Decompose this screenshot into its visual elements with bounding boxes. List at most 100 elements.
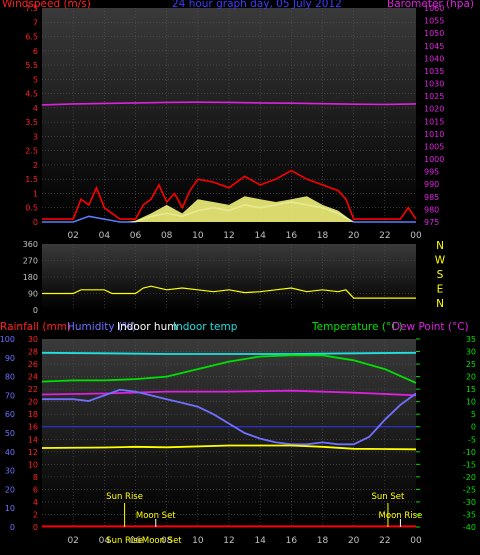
temperature-tick: 5 [471, 410, 476, 419]
temperature-tick: -15 [463, 460, 476, 469]
barometer-tick: 1055 [424, 17, 444, 26]
hour-tick-label: 06 [130, 231, 142, 241]
solar-area [42, 196, 416, 222]
humidity-scale-tick: 22 [28, 385, 38, 394]
hour-tick-label: 04 [99, 536, 111, 546]
barometer-tick: 1025 [424, 92, 444, 101]
wind-baro-series [41, 101, 417, 223]
indoor-hum-label: Indoor hum [117, 321, 177, 333]
hour-tick-label: 10 [192, 536, 204, 546]
wind-gust-line [42, 169, 417, 220]
humidity-scale-tick: 30 [28, 335, 38, 344]
humidity-scale-tick: 20 [28, 398, 38, 407]
barometer-tick: 985 [424, 193, 439, 202]
windspeed-tick: 7 [33, 18, 38, 27]
compass-label: W [435, 255, 446, 267]
rainfall-tick: 100 [0, 335, 15, 344]
direction-tick: 90 [28, 290, 38, 299]
windspeed-tick: 0 [33, 218, 38, 227]
barometer-tick-labels: 975 980 985 990 995 1000 1005 1010 1015 1020 1025 1… [424, 4, 444, 227]
windspeed-tick: 2 [33, 161, 38, 170]
rainfall-tick: 20 [5, 485, 15, 494]
windspeed-tick: 5.5 [25, 61, 38, 70]
rainfall-tick: 80 [5, 373, 15, 382]
humidity-scale-tick: 24 [28, 373, 38, 382]
indoor-temp-label: Indoor temp [173, 321, 238, 333]
barometer-tick: 1005 [424, 142, 444, 151]
compass-label: N [436, 298, 444, 310]
humidity-scale-tick: 28 [28, 348, 38, 357]
windspeed-tick: 4.5 [25, 90, 38, 99]
barometer-tick: 1030 [424, 80, 444, 89]
temperature-tick: 20 [466, 373, 476, 382]
barometer-tick: 1020 [424, 105, 444, 114]
direction-tick: 270 [23, 257, 38, 266]
wind-direction-line [42, 285, 416, 299]
temperature-line [41, 354, 417, 384]
barometer-tick: 1035 [424, 67, 444, 76]
humidity-scale-tick: 26 [28, 360, 38, 369]
temperature-tick: 10 [466, 398, 476, 407]
hour-tick-label: 04 [99, 231, 111, 241]
windspeed-tick: 5 [33, 75, 38, 84]
barometer-tick: 1045 [424, 42, 444, 51]
rainfall-tick: 90 [5, 354, 15, 363]
barometer-tick: 975 [424, 218, 439, 227]
humidity-line [42, 388, 417, 446]
sun-moon-markers: Sun Rise Sun Set Moon Set Moon Rise [106, 492, 422, 527]
barometer-tick: 1010 [424, 130, 444, 139]
windspeed-tick: 1 [33, 189, 38, 198]
hour-tick-label: 00 [410, 536, 422, 546]
wind-direction-grid [42, 244, 416, 310]
rainfall-tick: 50 [5, 429, 15, 438]
humidity-scale-tick: 10 [28, 460, 38, 469]
temp-hum-grid [42, 339, 416, 527]
hour-tick-label: 02 [67, 536, 78, 546]
rainfall-tick: 70 [5, 391, 15, 400]
rainfall-axis-label: Rainfall (mm) [0, 321, 71, 333]
moon-set-axis-label: Moon Set [142, 536, 182, 546]
hour-tick-label: 20 [348, 536, 360, 546]
hour-tick-label: 22 [379, 536, 390, 546]
hour-tick-label: 12 [223, 536, 234, 546]
barometer-tick: 995 [424, 168, 439, 177]
barometer-tick: 1040 [424, 54, 444, 63]
temperature-tick-labels: -40 -35 -30 -25 -20 -15 -10 -5 0 5 10 15 20 25 30 35 [416, 335, 476, 532]
windspeed-tick: 7.5 [25, 4, 38, 13]
sun-set-label: Sun Set [372, 492, 405, 502]
wind-direction-tick-labels: 0 90 180 270 360 [23, 240, 38, 315]
humidity-scale-tick: 16 [28, 423, 38, 432]
barometer-tick: 1000 [424, 155, 444, 164]
wind-direction-series [42, 285, 416, 299]
hour-tick-label: 18 [317, 231, 329, 241]
windspeed-tick: 6 [33, 47, 38, 56]
windspeed-tick: 6.5 [25, 33, 38, 42]
windspeed-tick: 3.5 [25, 118, 38, 127]
indoor-hum-line [41, 389, 417, 397]
direction-tick: 0 [33, 306, 38, 315]
rainfall-tick-labels: 0 10 20 30 40 50 60 70 80 90 100 [0, 335, 15, 532]
hour-tick-label: 16 [286, 536, 298, 546]
moon-rise-label: Moon Rise [379, 511, 423, 521]
temp-hum-series [41, 351, 417, 528]
temperature-tick: -40 [463, 523, 476, 532]
hour-tick-label: 10 [192, 231, 204, 241]
barometer-tick: 1015 [424, 117, 444, 126]
hour-tick-label: 06 [130, 536, 142, 546]
humidity-scale-tick: 2 [33, 510, 38, 519]
hour-tick-label: 12 [223, 231, 234, 241]
barometer-axis-label: Barometer (hpa) [387, 0, 474, 10]
humidity-scale-tick: 12 [28, 448, 38, 457]
compass-label: E [437, 284, 444, 296]
humidity-scale-tick: 4 [33, 498, 38, 507]
temperature-tick: -10 [463, 448, 476, 457]
rainfall-tick: 10 [5, 504, 15, 513]
rainfall-tick: 60 [5, 410, 15, 419]
compass-label: N [436, 240, 444, 252]
wind-baro-plot-area [42, 8, 416, 222]
sun-rise-label: Sun Rise [106, 492, 143, 502]
temperature-tick: 0 [471, 423, 476, 432]
windspeed-tick-labels: 0 0.5 1 1.5 2 2.5 3 3.5 4 4.5 5 5.5 6 6.5 7 7.5 [25, 4, 38, 227]
